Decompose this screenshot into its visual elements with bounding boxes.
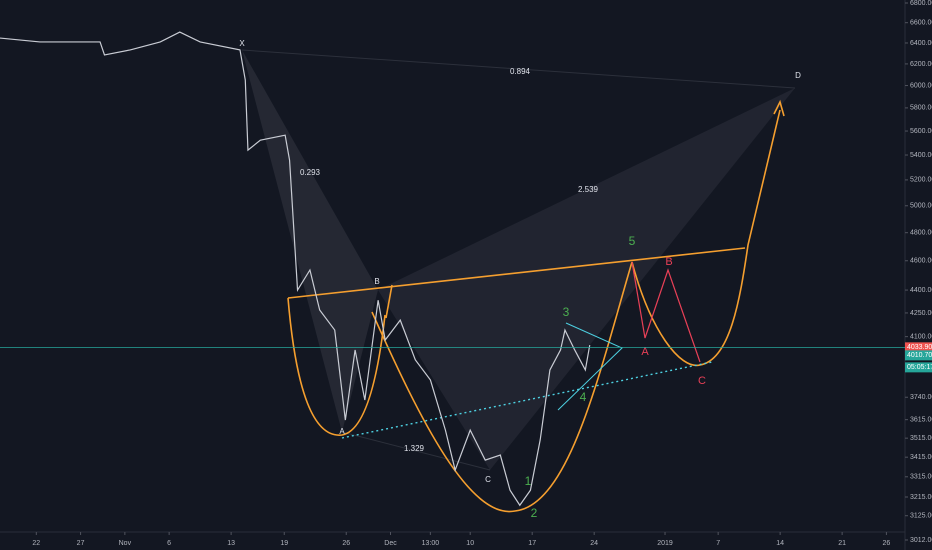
y-tick-label: 4100.00 — [910, 333, 932, 340]
pattern-xab — [242, 50, 378, 432]
badge-label: 05:05:17 — [907, 364, 932, 371]
trend-line — [385, 284, 393, 319]
y-tick-label: 6800.00 — [910, 0, 932, 7]
y-tick-label: 4400.00 — [910, 287, 932, 294]
arrow-head — [773, 99, 785, 117]
projection-label: B — [665, 256, 672, 268]
label-b: B — [374, 277, 379, 286]
y-tick-label: 3415.00 — [910, 454, 932, 461]
label-c: C — [485, 475, 491, 484]
y-tick-label: 3125.00 — [910, 513, 932, 520]
y-tick-label: 3615.00 — [910, 417, 932, 424]
y-tick-label: 4800.00 — [910, 230, 932, 237]
x-tick-label: 26 — [883, 540, 891, 547]
y-tick-label: 6200.00 — [910, 61, 932, 68]
y-tick-label: 6000.00 — [910, 82, 932, 89]
x-tick-label: 13:00 — [422, 540, 440, 547]
badge — [905, 362, 932, 373]
x-tick-label: 13 — [227, 540, 235, 547]
x-tick-label: 22 — [32, 540, 40, 547]
y-tick-label: 5400.00 — [910, 152, 932, 159]
cup-small — [287, 297, 386, 436]
y-tick-label: 5200.00 — [910, 177, 932, 184]
ratio: 1.329 — [404, 444, 425, 453]
x-tick-label: Nov — [119, 540, 132, 547]
y-tick-label: 5600.00 — [910, 128, 932, 135]
wave-label: 5 — [629, 234, 636, 248]
price-line — [0, 31, 591, 507]
pattern-ac — [341, 431, 491, 471]
x-tick-label: 26 — [342, 540, 350, 547]
projection-label: C — [698, 375, 706, 387]
x-tick-label: 7 — [716, 540, 720, 547]
y-tick-label: 6600.00 — [910, 20, 932, 27]
wave-label: 3 — [563, 305, 570, 319]
x-tick-label: 24 — [590, 540, 598, 547]
projection-label: A — [641, 346, 649, 358]
wave-label: 4 — [580, 390, 587, 404]
badge-label: 4010.70 — [907, 352, 932, 359]
wave-label: 2 — [531, 506, 538, 520]
ratio: 0.894 — [510, 67, 531, 76]
x-tick-label: 19 — [280, 540, 288, 547]
y-tick-label: 3012.00 — [910, 537, 932, 544]
ratio: 2.539 — [578, 185, 599, 194]
x-tick-label: 14 — [776, 540, 784, 547]
y-tick-label: 3740.00 — [910, 394, 932, 401]
label-a: A — [339, 427, 345, 436]
price-badge-label: 4033.90 — [907, 344, 932, 351]
y-tick-label: 3315.00 — [910, 474, 932, 481]
label-x: X — [239, 39, 245, 48]
abc-path — [631, 261, 701, 363]
label-d: D — [795, 71, 801, 80]
x-tick-label: 2019 — [657, 540, 673, 547]
x-tick-label: 10 — [466, 540, 474, 547]
y-tick-label: 5800.00 — [910, 105, 932, 112]
y-tick-label: 4250.00 — [910, 310, 932, 317]
y-tick-label: 4600.00 — [910, 258, 932, 265]
ratio: 0.293 — [300, 168, 321, 177]
pattern-bcd — [378, 88, 795, 470]
x-tick-label: 27 — [77, 540, 85, 547]
x-tick-label: 21 — [838, 540, 846, 547]
neckline — [287, 247, 746, 299]
pattern-xd — [241, 49, 796, 89]
cup-large — [371, 261, 633, 513]
badge — [905, 350, 932, 361]
x-tick-label: 17 — [528, 540, 536, 547]
x-tick-label: 6 — [167, 540, 171, 547]
y-tick-label: 3215.00 — [910, 494, 932, 501]
x-tick-label: Dec — [384, 540, 397, 547]
y-tick-label: 3515.00 — [910, 435, 932, 442]
price-badge — [905, 342, 932, 353]
wave-label: 1 — [525, 474, 532, 488]
y-tick-label: 6400.00 — [910, 40, 932, 47]
triangle — [557, 322, 623, 411]
y-tick-label: 5000.00 — [910, 203, 932, 210]
